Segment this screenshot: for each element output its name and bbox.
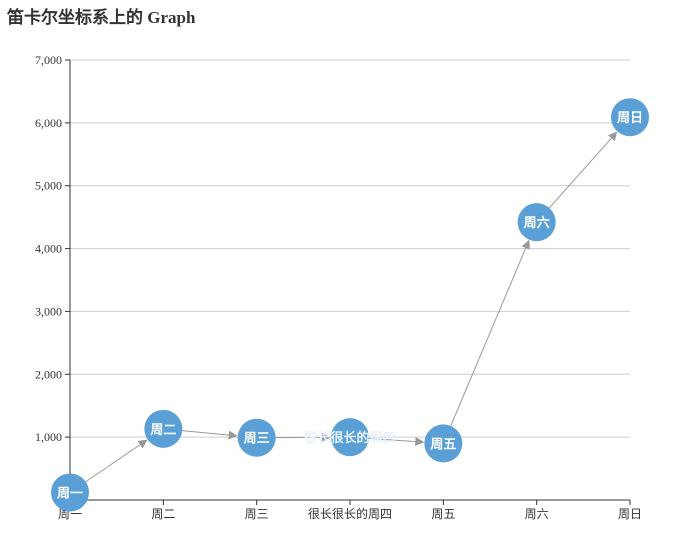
grid-lines: [70, 59, 630, 438]
y-tick-label: 7,000: [35, 53, 62, 67]
y-axis-ticks: 1,000 2,000 3,000 4,000 5,000 6,000 7,000: [35, 53, 70, 444]
graph-node-circle: [517, 203, 556, 242]
graph-node: 周六: [517, 203, 556, 242]
chart-title: 笛卡尔坐标系上的 Graph: [7, 8, 196, 27]
graph-node: 周一: [51, 473, 89, 512]
graph-node-label: 周二: [150, 423, 176, 438]
graph-node-label: 周一: [57, 486, 83, 501]
y-tick-label: 6,000: [35, 116, 62, 130]
graph-edge: [450, 239, 530, 427]
graph-edges: [85, 131, 618, 483]
graph-node-circle: [144, 409, 183, 448]
x-tick-label: 周三: [245, 507, 269, 521]
graph-node: 周日: [611, 98, 649, 137]
graph-node-circle: [331, 418, 369, 457]
graph-edge: [182, 430, 238, 440]
graph-node: 周三: [237, 418, 276, 457]
y-tick-label: 5,000: [35, 179, 62, 193]
y-tick-label: 1,000: [35, 430, 62, 444]
graph-node-label: 周三: [244, 432, 270, 447]
x-axis-ticks: 周一 周二 周三 很长很长的周四 周五 周六 周日: [58, 500, 642, 521]
x-tick-label: 周六: [525, 507, 549, 521]
graph-node-label: 周五: [430, 437, 456, 452]
graph-node: 周二: [144, 409, 183, 448]
graph-edge: [548, 131, 618, 209]
graph-node-circle: [237, 418, 276, 457]
y-tick-label: 2,000: [35, 367, 62, 381]
graph-node-label: 很长很长的周四: [304, 430, 395, 446]
graph-node-circle: [424, 424, 463, 463]
graph-node-circle: [611, 98, 649, 137]
y-tick-label: 3,000: [35, 304, 62, 318]
x-tick-label: 周一: [58, 507, 82, 521]
x-tick-label: 周五: [431, 507, 455, 521]
graph-edge: [85, 439, 148, 483]
x-tick-label: 周日: [618, 507, 642, 521]
graph-node-label: 周日: [617, 111, 643, 126]
graph-node-label: 周六: [524, 215, 550, 231]
y-tick-label: 4,000: [35, 242, 62, 256]
x-tick-label: 周二: [151, 507, 175, 521]
graph-edge: [368, 437, 425, 447]
x-tick-label: 很长很长的周四: [308, 506, 392, 521]
graph-node: 周五: [424, 424, 463, 463]
graph-node: 很长很长的周四: [304, 418, 396, 457]
graph-node-circle: [51, 473, 89, 512]
